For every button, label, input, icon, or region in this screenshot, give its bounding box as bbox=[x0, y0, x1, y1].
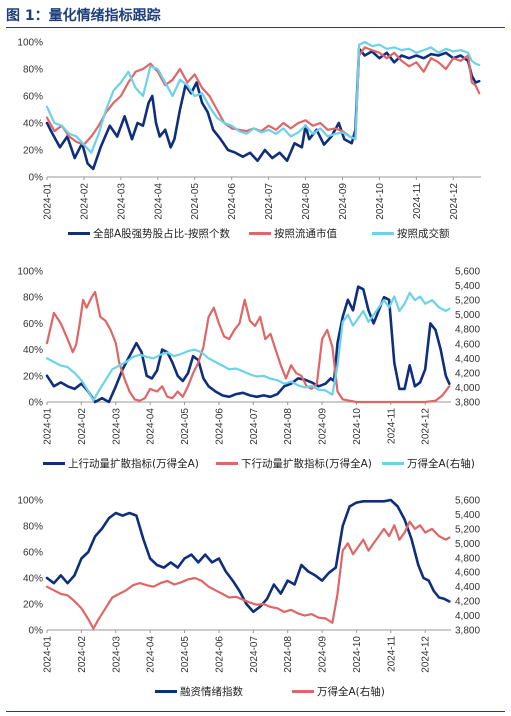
y2-tick-label: 5,600 bbox=[455, 496, 480, 507]
x-tick-label: 2024-12 bbox=[421, 636, 432, 673]
x-tick-label: 2024-07 bbox=[264, 183, 275, 220]
x-tick-label: 2024-04 bbox=[146, 408, 157, 445]
y2-tick-label: 5,400 bbox=[455, 281, 480, 292]
x-tick-label: 2024-01 bbox=[43, 183, 54, 220]
y2-tick-label: 4,200 bbox=[455, 597, 480, 608]
y-tick-label: 20% bbox=[23, 371, 43, 382]
legend-label: 全部A股强势股占比-按照个数 bbox=[93, 227, 230, 240]
x-tick-label: 2024-11 bbox=[412, 183, 423, 219]
footer-divider bbox=[6, 711, 505, 712]
x-tick-label: 2024-10 bbox=[352, 636, 363, 673]
x-tick-label: 2024-03 bbox=[116, 183, 127, 220]
x-tick-label: 2024-01 bbox=[43, 408, 54, 445]
x-tick-label: 2024-12 bbox=[449, 183, 460, 220]
x-tick-label: 2024-08 bbox=[301, 183, 312, 220]
chart-2: 0% 20% 40% 60% 80% 100% 3,800 4,000 4,200 4,400 4,… bbox=[17, 267, 480, 471]
y2-tick-label: 4,000 bbox=[455, 383, 480, 394]
y2-tick-label: 5,000 bbox=[455, 310, 480, 321]
x-tick-label: 2024-10 bbox=[352, 408, 363, 445]
y-tick-label: 80% bbox=[23, 65, 43, 76]
x-tick-label: 2024-08 bbox=[283, 408, 294, 445]
x-tick-label: 2024-07 bbox=[249, 636, 260, 673]
y-tick-label: 40% bbox=[23, 119, 43, 130]
legend-label: 按照流通市值 bbox=[274, 227, 337, 240]
y2-tick-label: 5,000 bbox=[455, 539, 480, 550]
x-tick-label: 2024-04 bbox=[153, 183, 164, 220]
y-tick-label: 40% bbox=[23, 345, 43, 356]
x-tick-label: 2024-06 bbox=[227, 183, 238, 220]
x-tick-label: 2024-03 bbox=[111, 636, 122, 673]
x-tick-label: 2024-11 bbox=[386, 636, 397, 672]
y-tick-label: 60% bbox=[23, 92, 43, 103]
x-tick-label: 2024-09 bbox=[338, 183, 349, 220]
chart-3: 0% 20% 40% 60% 80% 100% 3,800 4,000 4,200 4,400 4,… bbox=[17, 496, 480, 699]
series-line-1 bbox=[45, 498, 451, 614]
series-line-2 bbox=[45, 290, 451, 404]
y2-tick-label: 4,200 bbox=[455, 368, 480, 379]
y2-tick-label: 5,200 bbox=[455, 524, 480, 535]
y2-tick-label: 4,000 bbox=[455, 611, 480, 622]
y-tick-label: 60% bbox=[23, 548, 43, 559]
y-tick-label: 80% bbox=[23, 293, 43, 304]
series-line-2 bbox=[45, 46, 481, 146]
legend-label: 融资情绪指数 bbox=[180, 685, 243, 698]
y-tick-label: 20% bbox=[23, 600, 43, 611]
y-tick-label: 20% bbox=[23, 146, 43, 157]
y2-tick-label: 5,600 bbox=[455, 267, 480, 278]
x-tick-label: 2024-11 bbox=[386, 408, 397, 444]
y2-tick-label: 5,200 bbox=[455, 296, 480, 307]
y-tick-label: 40% bbox=[23, 574, 43, 585]
y-tick-label: 100% bbox=[17, 496, 43, 507]
x-tick-label: 2024-09 bbox=[318, 636, 329, 673]
series-line-3 bbox=[45, 291, 451, 402]
y2-tick-label: 3,800 bbox=[455, 398, 480, 409]
legend-label: 上行动量扩散指标(万得全A) bbox=[68, 457, 199, 470]
legend-label: 下行动量扩散指标(万得全A) bbox=[241, 457, 372, 470]
series-line-3 bbox=[45, 40, 481, 154]
x-tick-label: 2024-06 bbox=[214, 636, 225, 673]
title-divider bbox=[6, 27, 505, 28]
x-tick-label: 2024-01 bbox=[43, 636, 54, 673]
y-tick-label: 100% bbox=[17, 38, 43, 49]
y2-tick-label: 4,800 bbox=[455, 553, 480, 564]
y-tick-label: 0% bbox=[29, 398, 44, 409]
series-line-1 bbox=[45, 285, 451, 404]
y2-tick-label: 5,400 bbox=[455, 510, 480, 521]
x-tick-label: 2024-05 bbox=[180, 636, 191, 673]
x-tick-label: 2024-02 bbox=[77, 636, 88, 673]
series-line-2 bbox=[45, 520, 451, 630]
y-tick-label: 0% bbox=[29, 626, 44, 637]
y2-tick-label: 4,600 bbox=[455, 339, 480, 350]
x-tick-label: 2024-05 bbox=[190, 183, 201, 220]
figure-title: 图 1：量化情绪指标跟踪 bbox=[6, 8, 161, 24]
legend-label: 万得全A(右轴) bbox=[317, 685, 385, 698]
x-tick-label: 2024-02 bbox=[79, 183, 90, 220]
x-tick-label: 2024-02 bbox=[77, 408, 88, 445]
x-tick-label: 2024-06 bbox=[214, 408, 225, 445]
x-tick-label: 2024-10 bbox=[375, 183, 386, 220]
x-tick-label: 2024-09 bbox=[318, 408, 329, 445]
y-tick-label: 0% bbox=[29, 173, 44, 184]
chart-1: 0% 20% 40% 60% 80% 100% 2024-01 2024-02 2024-03 2… bbox=[17, 38, 481, 240]
series-line-1 bbox=[45, 47, 481, 171]
x-tick-label: 2024-12 bbox=[421, 408, 432, 445]
x-tick-label: 2024-08 bbox=[283, 636, 294, 673]
x-tick-label: 2024-05 bbox=[180, 408, 191, 445]
y-tick-label: 60% bbox=[23, 319, 43, 330]
legend-label: 万得全A(右轴) bbox=[407, 457, 475, 470]
y2-tick-label: 4,600 bbox=[455, 568, 480, 579]
y-tick-label: 80% bbox=[23, 522, 43, 533]
y2-tick-label: 4,400 bbox=[455, 582, 480, 593]
y2-tick-label: 4,400 bbox=[455, 354, 480, 365]
y2-tick-label: 4,800 bbox=[455, 325, 480, 336]
y2-tick-label: 3,800 bbox=[455, 626, 480, 637]
y-tick-label: 100% bbox=[17, 267, 43, 278]
x-tick-label: 2024-07 bbox=[249, 408, 260, 445]
x-tick-label: 2024-03 bbox=[111, 408, 122, 445]
x-tick-label: 2024-04 bbox=[146, 636, 157, 673]
legend-label: 按照成交额 bbox=[397, 227, 450, 240]
